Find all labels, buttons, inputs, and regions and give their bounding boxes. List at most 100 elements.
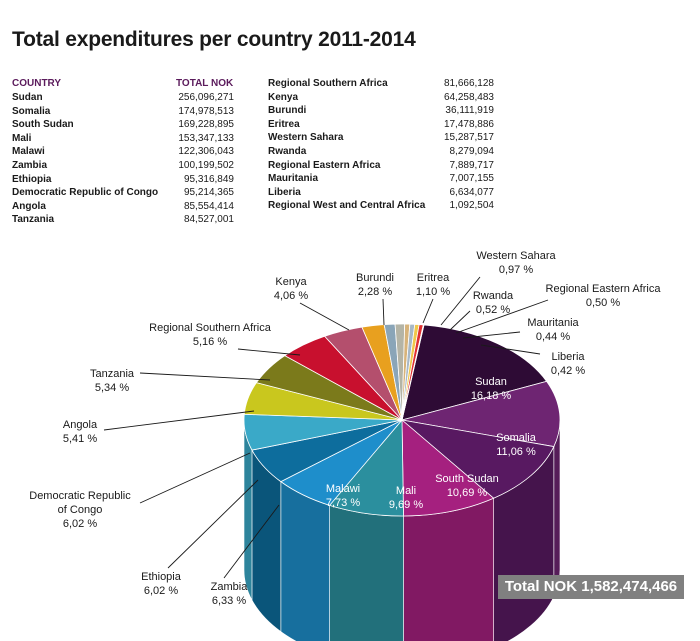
row-value: 15,287,517	[443, 132, 494, 144]
slice-label-liberia: Liberia 0,42 %	[551, 351, 586, 377]
slice-label-regional-eastern-africa: Regional Eastern Africa 0,50 %	[546, 283, 662, 309]
row-value: 85,554,414	[183, 200, 234, 212]
table-row: Sudan 256,096,271	[12, 91, 234, 105]
row-country: Rwanda	[268, 145, 307, 157]
slice-label-zambia: Zambia 6,33 %	[211, 581, 249, 607]
row-country: Kenya	[268, 91, 299, 103]
slice-label-western-sahara: Western Sahara 0,97 %	[476, 250, 556, 276]
total-nok-badge: Total NOK 1,582,474,466	[498, 575, 684, 599]
row-country: Mali	[12, 132, 32, 144]
leader-line-western-sahara	[440, 276, 481, 326]
table-row: Somalia 174,978,513	[12, 105, 234, 119]
row-country: Western Sahara	[268, 132, 344, 144]
row-country: Sudan	[12, 92, 43, 103]
pie-side-malawi	[329, 504, 404, 641]
row-country: Eritrea	[268, 118, 300, 130]
table-row: Liberia 6,634,077	[268, 186, 494, 200]
row-value: 6,634,077	[449, 186, 495, 198]
row-country: Ethiopia	[12, 173, 52, 185]
row-value: 174,978,513	[178, 105, 234, 117]
table-row: Burundi 36,111,919	[268, 104, 494, 118]
row-value: 95,316,849	[183, 173, 234, 185]
row-value: 7,007,155	[449, 173, 495, 185]
row-country: Malawi	[12, 146, 45, 158]
row-country: South Sudan	[12, 119, 74, 131]
row-value: 122,306,043	[178, 146, 234, 158]
pie-slice-sudan	[401, 324, 548, 421]
row-country: Regional Southern Africa	[268, 78, 388, 89]
leader-line-liberia	[480, 344, 541, 355]
slice-label-somalia: Somalia 11,06 %	[496, 432, 537, 458]
row-value: 169,228,895	[178, 119, 234, 131]
slice-label-eritrea: Eritrea 1,10 %	[416, 272, 450, 298]
pie-slice-regional-west-and-central-africa	[401, 324, 425, 421]
slice-label-kenya: Kenya 4,06 %	[274, 276, 308, 302]
leader-line-angola	[103, 410, 255, 431]
table-header-row: COUNTRY TOTAL NOK	[12, 77, 234, 91]
pie-side-mali	[403, 497, 494, 641]
row-country: Tanzania	[12, 214, 55, 226]
slice-label-rwanda: Rwanda 0,52 %	[473, 290, 514, 316]
row-country: Burundi	[268, 105, 307, 117]
slice-label-mauritania: Mauritania 0,44 %	[527, 317, 579, 343]
table-row: Malawi 122,306,043	[12, 145, 234, 159]
row-country: Liberia	[268, 186, 301, 198]
slice-label-sudan: Sudan 16,18 %	[471, 376, 512, 402]
slice-label-malawi: Malawi 7,73 %	[326, 483, 360, 509]
table-row: Rwanda 8,279,094	[268, 145, 494, 159]
expenditure-table-left: COUNTRY TOTAL NOK Sudan 256,096,271 Somal…	[12, 77, 234, 227]
pie-slice-mali	[401, 419, 495, 517]
expenditure-table-right: Regional Southern Africa 81,666,128 Kenya…	[268, 77, 494, 213]
row-value: 64,258,483	[443, 91, 494, 103]
table-row: Angola 85,554,414	[12, 200, 234, 214]
slice-label-burundi: Burundi 2,28 %	[356, 272, 394, 298]
leader-line-rwanda	[449, 310, 471, 331]
row-value: 84,527,001	[183, 214, 234, 226]
leader-line-zambia	[223, 504, 280, 579]
leader-line-eritrea	[422, 298, 434, 324]
table-row: Democratic Republic of Congo 95,214,365	[12, 186, 234, 200]
table-row: Kenya 64,258,483	[268, 91, 494, 105]
leader-line-mauritania	[462, 331, 521, 339]
row-value: 17,478,886	[443, 118, 494, 130]
pie-slice-somalia	[401, 380, 561, 448]
row-value: 256,096,271	[178, 92, 234, 103]
slice-label-tanzania: Tanzania 5,34 %	[90, 368, 135, 394]
row-value: 8,279,094	[449, 145, 495, 157]
slice-label-democratic-republic-of-congo: Democratic Republic of Congo 6,02 %	[29, 490, 131, 530]
row-country: Angola	[12, 200, 46, 212]
leader-line-tanzania	[139, 372, 271, 381]
leader-line-kenya	[299, 302, 350, 331]
table-row: Tanzania 84,527,001	[12, 213, 234, 227]
header-total-nok: TOTAL NOK	[176, 78, 234, 89]
table-row: Mali 153,347,133	[12, 132, 234, 146]
table-row: Eritrea 17,478,886	[268, 118, 494, 132]
row-country: Somalia	[12, 105, 51, 117]
row-value: 81,666,128	[443, 78, 494, 89]
pie-side-zambia	[280, 481, 330, 641]
row-value: 36,111,919	[445, 105, 494, 117]
pie-side-somalia	[553, 419, 561, 597]
leader-line-democratic-republic-of-congo	[139, 452, 251, 504]
row-value: 7,889,717	[449, 159, 495, 171]
slice-label-angola: Angola 5,41 %	[63, 419, 98, 445]
row-country: Zambia	[12, 159, 48, 171]
leader-line-burundi	[382, 298, 385, 326]
row-value: 1,092,504	[449, 200, 495, 212]
table-row: Regional Eastern Africa 7,889,717	[268, 159, 494, 173]
table-row: South Sudan 169,228,895	[12, 118, 234, 132]
row-country: Democratic Republic of Congo	[12, 187, 159, 199]
row-country: Regional West and Central Africa	[268, 200, 426, 212]
table-row: Zambia 100,199,502	[12, 159, 234, 173]
row-value: 100,199,502	[178, 159, 234, 171]
row-country: Regional Eastern Africa	[268, 159, 381, 171]
row-country: Mauritania	[268, 173, 319, 185]
table-row: Ethiopia 95,316,849	[12, 173, 234, 187]
table-row: Western Sahara 15,287,517	[268, 131, 494, 145]
table-row: Regional West and Central Africa 1,092,50…	[268, 199, 494, 213]
leader-line-regional-eastern-africa	[455, 299, 549, 334]
header-country: COUNTRY	[12, 78, 62, 89]
leader-line-ethiopia	[167, 479, 259, 569]
slice-label-mali: Mali 9,69 %	[389, 485, 423, 511]
